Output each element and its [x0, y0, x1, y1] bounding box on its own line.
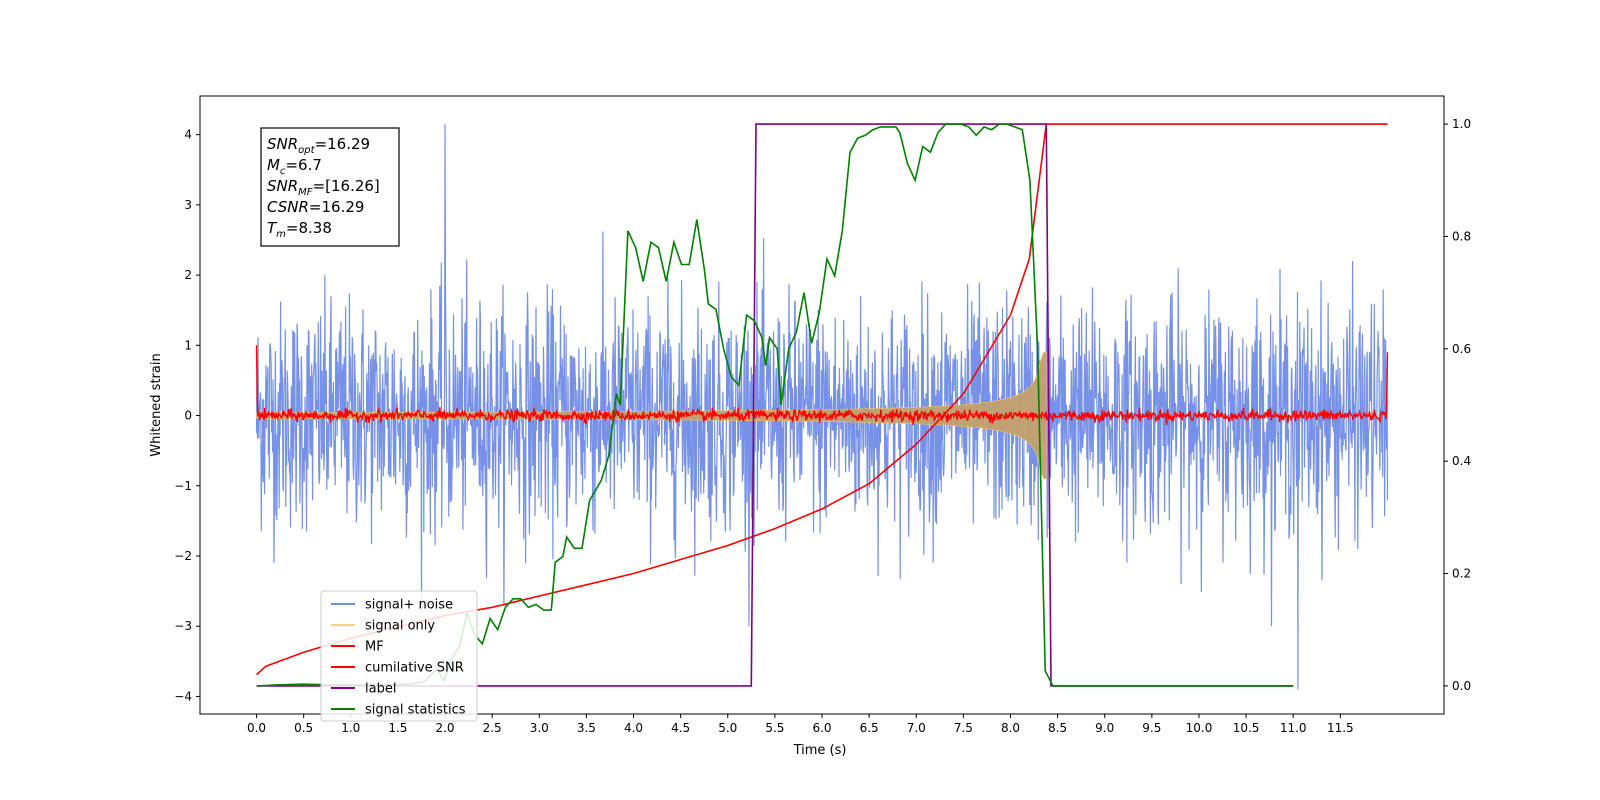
x-tick-label: 1.0: [341, 721, 360, 735]
annotation-line: CSNR=16.29: [267, 198, 364, 216]
x-tick-label: 8.5: [1048, 721, 1067, 735]
x-tick-label: 3.0: [530, 721, 549, 735]
x-tick-label: 0.0: [247, 721, 266, 735]
y-tick-label: 4: [184, 128, 192, 142]
legend: signal+ noise signal only MF cumilative SNR…: [320, 590, 478, 722]
x-axis: 0.0 0.5 1.0 1.5 2.0 2.5 3.0 3.5 4.0 4.5 5.0 5.5 6.0 6…: [247, 714, 1354, 735]
y2-tick-label: 0.8: [1452, 229, 1471, 243]
x-axis-label: Time (s): [793, 743, 847, 758]
x-tick-label: 0.5: [294, 721, 313, 735]
y-axis-left: 4 3 2 1 0 −1 −2 −3 −4: [174, 128, 200, 703]
series-signal-statistics: [256, 123, 1294, 687]
y-tick-label: −1: [174, 479, 192, 493]
y2-tick-label: 0.0: [1452, 679, 1471, 693]
legend-entry: signal+ noise: [365, 598, 453, 613]
x-tick-label: 11.5: [1327, 721, 1354, 735]
x-tick-label: 6.5: [860, 721, 879, 735]
x-tick-label: 10.0: [1186, 721, 1213, 735]
y-tick-label: 2: [184, 268, 192, 282]
x-tick-label: 2.0: [435, 721, 454, 735]
x-tick-label: 6.0: [812, 721, 831, 735]
y-tick-label: −2: [174, 549, 192, 563]
series-signal-noise: [255, 124, 1389, 690]
annotation-box: SNRopt=16.29Mc=6.7SNRMF=[16.26]CSNR=16.2…: [260, 127, 400, 247]
x-tick-label: 1.5: [388, 721, 407, 735]
x-tick-label: 5.5: [765, 721, 784, 735]
annotation-line: Tm=8.38: [267, 219, 332, 240]
y2-tick-label: 0.6: [1452, 342, 1471, 356]
annotation-line: Mc=6.7: [267, 156, 322, 177]
legend-entry: signal statistics: [365, 703, 466, 718]
series-layer: [255, 123, 1389, 690]
x-tick-label: 7.5: [954, 721, 973, 735]
legend-entry: cumilative SNR: [365, 661, 464, 676]
x-tick-label: 3.5: [577, 721, 596, 735]
y-axis-label: Whitened strain: [149, 353, 164, 456]
legend-entry: MF: [365, 640, 384, 655]
x-tick-label: 11.0: [1280, 721, 1307, 735]
x-tick-label: 10.5: [1233, 721, 1260, 735]
legend-entry: label: [365, 682, 396, 697]
y-tick-label: 0: [184, 409, 192, 423]
x-tick-label: 7.0: [907, 721, 926, 735]
x-tick-label: 4.0: [624, 721, 643, 735]
x-tick-label: 8.0: [1001, 721, 1020, 735]
x-tick-label: 9.5: [1142, 721, 1161, 735]
annotation-line: SNRopt=16.29: [267, 135, 370, 156]
series-mf: [255, 345, 1389, 426]
x-tick-label: 9.0: [1095, 721, 1114, 735]
y-tick-label: 3: [184, 198, 192, 212]
y2-tick-label: 0.2: [1452, 567, 1471, 581]
y-tick-label: 1: [184, 338, 192, 352]
y2-tick-label: 0.4: [1452, 454, 1471, 468]
x-tick-label: 2.5: [483, 721, 502, 735]
legend-entry: signal only: [365, 619, 435, 634]
y-axis-right: 0.0 0.2 0.4 0.6 0.8 1.0: [1444, 117, 1471, 693]
y-tick-label: −3: [174, 619, 192, 633]
y-tick-label: −4: [174, 689, 192, 703]
x-tick-label: 5.0: [718, 721, 737, 735]
x-tick-label: 4.5: [671, 721, 690, 735]
y2-tick-label: 1.0: [1452, 117, 1471, 131]
annotation-line: SNRMF=[16.26]: [267, 177, 380, 198]
